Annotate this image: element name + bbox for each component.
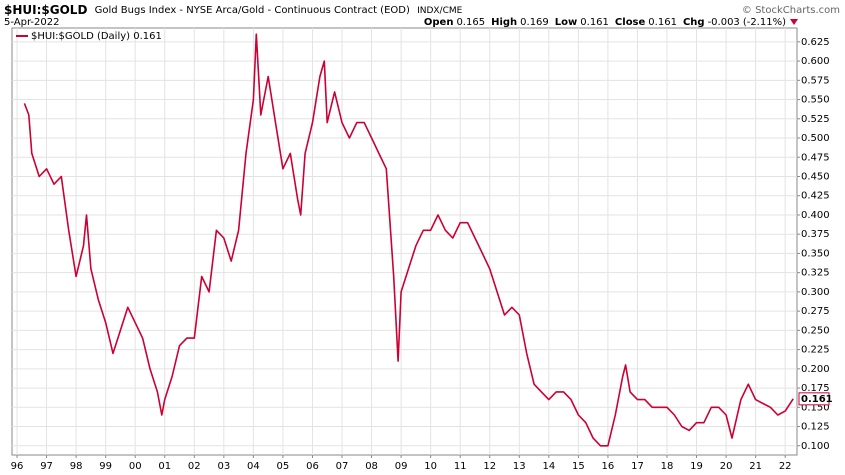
plot-frame	[11, 27, 798, 456]
x-tick-label: 09	[395, 461, 408, 472]
quote-label: High	[491, 17, 517, 28]
x-tick-label: 17	[631, 461, 644, 472]
x-tick-label: 04	[247, 461, 260, 472]
chart-title: Gold Bugs Index - NYSE Arca/Gold - Conti…	[95, 5, 410, 16]
x-tick-label: 10	[424, 461, 437, 472]
quote-label: Chg	[683, 17, 705, 28]
y-tick-label: 0.125	[801, 422, 830, 433]
quote-value: 0.161	[580, 17, 609, 28]
quote-value: 0.169	[520, 17, 549, 28]
x-tick-label: 00	[129, 461, 142, 472]
x-tick-label: 96	[11, 461, 24, 472]
y-tick-label: 0.550	[801, 95, 830, 106]
x-tick-label: 05	[277, 461, 290, 472]
y-tick-label: 0.325	[801, 268, 830, 279]
x-tick-label: 16	[602, 461, 615, 472]
last-value-box	[798, 392, 830, 406]
y-tick-label: 0.500	[801, 133, 830, 144]
last-value-label: 0.161	[801, 394, 833, 405]
x-tick-label: 07	[336, 461, 349, 472]
quote-label: Open	[424, 17, 454, 28]
y-tick-label: 0.150	[801, 402, 830, 413]
quote-chg-pct: (-2.11%)	[743, 17, 786, 28]
x-tick-label: 02	[188, 461, 201, 472]
y-tick-label: 0.200	[801, 364, 830, 375]
y-tick-label: 0.375	[801, 229, 830, 240]
y-tick-label: 0.300	[801, 287, 830, 298]
price-line	[23, 33, 794, 447]
x-tick-label: 01	[158, 461, 171, 472]
y-tick-label: 0.275	[801, 306, 830, 317]
x-tick-label: 19	[690, 461, 703, 472]
y-tick-label: 0.425	[801, 191, 830, 202]
header: $HUI:$GOLD Gold Bugs Index - NYSE Arca/G…	[4, 3, 463, 17]
date: 5-Apr-2022	[4, 17, 59, 28]
y-tick-label: 0.225	[801, 345, 830, 356]
y-tick-label: 0.400	[801, 210, 830, 221]
exchange: INDX/CME	[417, 6, 463, 16]
x-tick-label: 97	[40, 461, 53, 472]
x-tick-label: 15	[572, 461, 585, 472]
quote-label: Close	[615, 17, 646, 28]
copyright: © StockCharts.com	[742, 5, 840, 16]
x-tick-label: 12	[483, 461, 496, 472]
legend-label: $HUI:$GOLD (Daily) 0.161	[31, 31, 162, 42]
x-tick-label: 18	[661, 461, 674, 472]
symbol: $HUI:$GOLD	[4, 3, 87, 17]
x-tick-label: 14	[542, 461, 555, 472]
y-tick-label: 0.350	[801, 248, 830, 259]
quote-value: -0.003	[708, 17, 740, 28]
x-tick-label: 08	[365, 461, 378, 472]
quote-label: Low	[555, 17, 577, 28]
x-tick-label: 03	[217, 461, 230, 472]
y-tick-label: 0.175	[801, 383, 830, 394]
down-arrow	[790, 19, 798, 25]
quote-value: 0.165	[456, 17, 485, 28]
x-tick-label: 13	[513, 461, 526, 472]
y-tick-label: 0.600	[801, 56, 830, 67]
quote-value: 0.161	[648, 17, 677, 28]
x-tick-label: 06	[306, 461, 319, 472]
x-tick-label: 98	[70, 461, 83, 472]
x-tick-label: 20	[720, 461, 733, 472]
quote: Open 0.165 High 0.169 Low 0.161 Close 0.161 Chg -…	[424, 17, 786, 28]
y-tick-label: 0.475	[801, 152, 830, 163]
x-tick-label: 11	[454, 461, 467, 472]
y-tick-label: 0.100	[801, 441, 830, 452]
y-tick-label: 0.525	[801, 114, 830, 125]
y-tick-label: 0.625	[801, 37, 830, 48]
y-tick-label: 0.450	[801, 171, 830, 182]
x-tick-label: 21	[749, 461, 762, 472]
x-tick-label: 22	[779, 461, 792, 472]
y-tick-label: 0.250	[801, 325, 830, 336]
y-tick-label: 0.575	[801, 75, 830, 86]
x-tick-label: 99	[99, 461, 112, 472]
